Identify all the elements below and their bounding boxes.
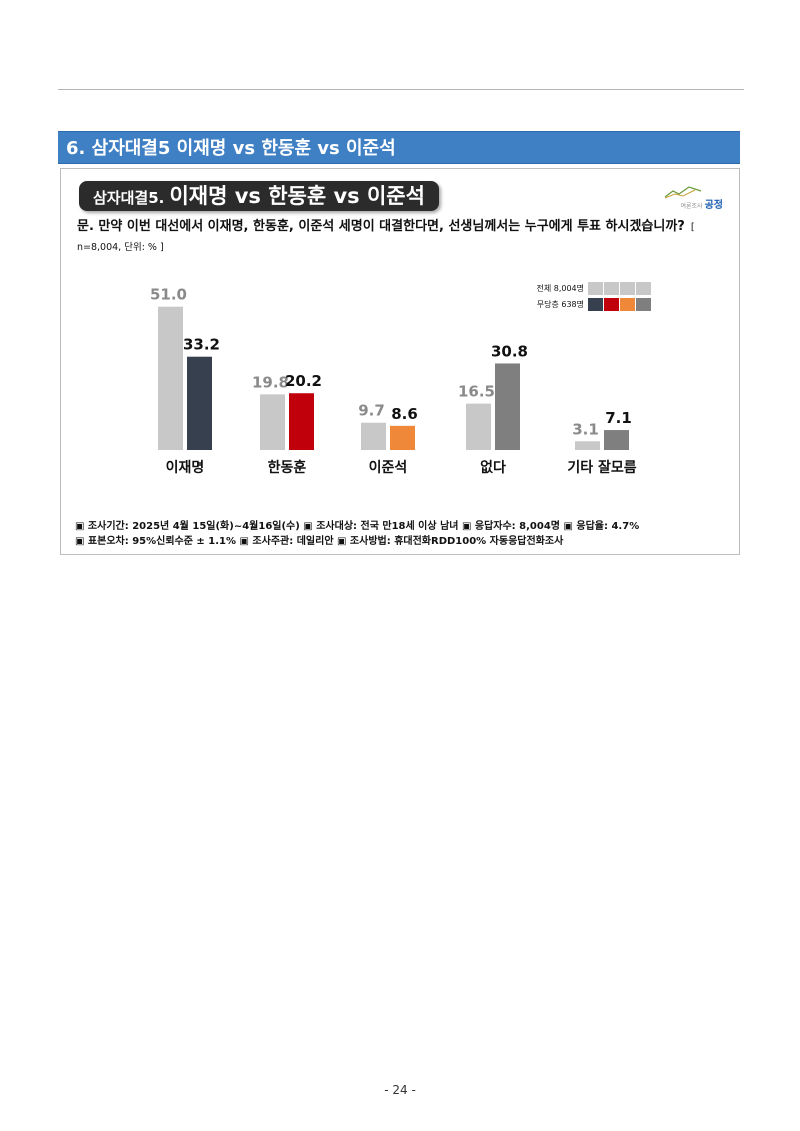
data-label: 3.1 xyxy=(572,420,599,438)
data-label: 30.8 xyxy=(491,342,528,360)
bar xyxy=(390,425,415,450)
legend-swatch xyxy=(588,297,603,311)
logo-small-text: 여론조사 xyxy=(680,203,703,210)
card-title: 삼자대결5. 이재명 vs 한동훈 vs 이준석 xyxy=(79,181,439,211)
logo-check-icon xyxy=(664,186,702,199)
bar xyxy=(260,394,285,450)
card-title-prefix: 삼자대결5. xyxy=(93,189,165,207)
card-title-main: 이재명 vs 한동훈 vs 이준석 xyxy=(169,184,425,208)
data-label: 9.7 xyxy=(358,402,385,420)
bar-chart: 51.0 33.2 이재명 19.820.2 한동훈 9.7 8.6 이준석 16.5 30.8 없… xyxy=(150,286,637,476)
bar xyxy=(495,363,520,450)
footnote-line: ▣ 조사기간: 2025년 4월 15일(화)~4월16일(수) ▣ 조사대상:… xyxy=(75,521,640,532)
bar xyxy=(575,441,600,450)
data-label: 51.0 xyxy=(150,286,187,304)
bar xyxy=(289,393,314,450)
legend-label-all: 전체 8,004명 xyxy=(536,283,584,293)
question-text: 문. 만약 이번 대선에서 이재명, 한동훈, 이준석 세명이 대결한다면, 선… xyxy=(77,217,727,257)
bar xyxy=(361,422,386,450)
category-label: 없다 xyxy=(480,460,506,476)
footnote-line: ▣ 표본오차: 95%신뢰수준 ± 1.1% ▣ 조사주관: 데일리안 ▣ 조사… xyxy=(75,536,564,547)
top-rule xyxy=(58,89,744,90)
legend-swatch xyxy=(604,281,619,295)
data-label: 33.2 xyxy=(183,336,220,354)
legend-swatch xyxy=(620,297,635,311)
survey-card: 삼자대결5. 이재명 vs 한동훈 vs 이준석 여론조사 공정 문. 만약 이번… xyxy=(60,168,740,555)
category-label: 기타 잘모름 xyxy=(567,460,636,476)
bar xyxy=(466,403,491,450)
legend-swatch xyxy=(620,281,635,295)
legend-swatch xyxy=(604,297,619,311)
page-number: - 24 - xyxy=(384,1083,416,1097)
data-label: 7.1 xyxy=(605,409,632,427)
legend: 전체 8,004명 무당층 638명 xyxy=(516,281,652,313)
category-label: 이재명 xyxy=(166,459,205,476)
question: 문. 만약 이번 대선에서 이재명, 한동훈, 이준석 세명이 대결한다면, 선… xyxy=(77,219,685,234)
legend-row-all: 전체 8,004명 xyxy=(516,281,652,295)
legend-row-independent: 무당층 638명 xyxy=(516,297,652,311)
section-header: 6. 삼자대결5 이재명 vs 한동훈 vs 이준석 xyxy=(58,131,740,164)
data-label: 16.5 xyxy=(458,383,495,401)
data-label: 8.6 xyxy=(391,405,418,423)
pollster-logo: 여론조사 공정 xyxy=(659,185,723,211)
data-label: 20.2 xyxy=(285,372,322,390)
logo-strong-text: 공정 xyxy=(704,200,723,211)
category-label: 한동훈 xyxy=(268,459,307,476)
category-label: 이준석 xyxy=(369,459,408,476)
data-label: 19.8 xyxy=(252,373,289,391)
footnotes: ▣ 조사기간: 2025년 4월 15일(화)~4월16일(수) ▣ 조사대상:… xyxy=(75,519,735,549)
legend-swatch xyxy=(588,281,603,295)
sample-meta: [ n=8,004, 단위: % ] xyxy=(77,222,695,253)
bar xyxy=(158,306,183,450)
legend-swatch xyxy=(636,281,651,295)
legend-label-independent: 무당층 638명 xyxy=(536,299,584,309)
bar xyxy=(187,356,212,450)
bar xyxy=(604,430,629,450)
legend-swatch xyxy=(636,297,651,311)
